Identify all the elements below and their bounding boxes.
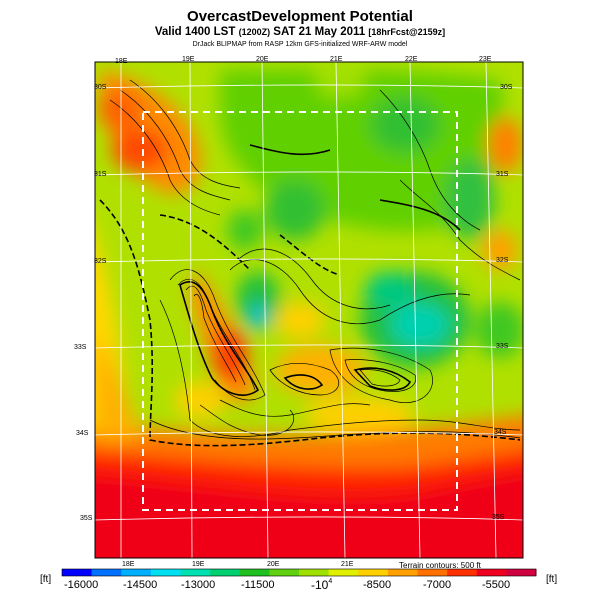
- colorbar-tick-label: -5500: [482, 579, 511, 591]
- map-title: OvercastDevelopment Potential: [187, 8, 413, 25]
- lat-label-left-4: 34S: [76, 430, 89, 437]
- model-credit: DrJack BLIPMAP from RASP 12km GFS-initia…: [192, 41, 408, 48]
- valid-time-subtitle: Valid 1400 LST (1200Z) SAT 21 May 2011 […: [0, 26, 600, 38]
- forecast-date: SAT 21 May 2011: [273, 26, 366, 38]
- lon-label-top-3: 21E: [330, 56, 343, 63]
- lat-lon-grid: [95, 62, 523, 558]
- terrain-contours: [109, 79, 521, 440]
- colorbar-segment: [476, 569, 507, 576]
- valid-time: Valid 1400 LST: [154, 26, 236, 38]
- colorbar-middle-base: -10: [311, 578, 329, 592]
- lat-label-right-5: 35S: [492, 514, 505, 521]
- lon-label-bottom-3: 21E: [341, 561, 354, 568]
- colorbar-segment: [387, 569, 419, 576]
- colorbar-frame: [61, 568, 537, 577]
- colorbar-segment: [328, 569, 359, 576]
- colorbar-middle-exp: 4: [328, 578, 333, 585]
- lat-label-right-3: 33S: [496, 343, 509, 350]
- colorbar-segment: [506, 569, 537, 576]
- terrain-contour-note: Terrain contours: 500 ft: [399, 561, 481, 570]
- colorbar-unit-left: [ft]: [40, 574, 52, 585]
- colorbar-segment: [180, 569, 211, 576]
- colorbar-segment: [150, 569, 182, 576]
- colorbar-tick-label-middle: -104: [311, 578, 332, 592]
- lat-label-right-0: 30S: [500, 84, 513, 91]
- lat-label-left-3: 33S: [74, 344, 87, 351]
- colorbar-tick-label: -8500: [363, 579, 392, 591]
- colorbar-segment: [121, 569, 152, 576]
- colorbar-tick-label: -16000: [64, 579, 99, 591]
- lon-label-top-1: 19E: [182, 56, 195, 63]
- colorbar-segment: [447, 569, 478, 576]
- colorbar-tick-label: -7000: [423, 579, 452, 591]
- lat-label-left-2: 32S: [94, 258, 107, 265]
- colorbar-segment: [210, 569, 241, 576]
- lat-label-right-1: 31S: [496, 171, 509, 178]
- colorbar-segment: [62, 569, 93, 576]
- lon-label-top-5: 23E: [479, 56, 492, 63]
- lon-label-bottom-1: 19E: [192, 561, 205, 568]
- forecast-run: [18hrFcst@2159z]: [368, 27, 446, 37]
- colorbar-segment: [358, 569, 389, 576]
- lon-label-bottom-0: 18E: [122, 561, 135, 568]
- colorbar: [62, 569, 537, 576]
- lon-label-top-2: 20E: [256, 56, 269, 63]
- colorbar-segment: [91, 569, 122, 576]
- map-frame: [94, 61, 524, 559]
- colorbar-unit-right: [ft]: [546, 574, 558, 585]
- colorbar-tick-label: -11500: [241, 579, 275, 591]
- colorbar-segment: [239, 569, 270, 576]
- lat-label-right-2: 32S: [496, 257, 509, 264]
- lon-label-bottom-2: 20E: [267, 561, 280, 568]
- inner-domain-box: [142, 111, 458, 511]
- colorbar-tick-label: -13000: [181, 579, 216, 591]
- utc-time: (1200Z): [238, 27, 271, 37]
- colorbar-segment: [299, 569, 330, 576]
- lat-label-right-4: 34S: [494, 429, 507, 436]
- colorbar-segment: [269, 569, 300, 576]
- lat-label-left-5: 35S: [80, 515, 93, 522]
- lat-label-left-1: 31S: [94, 171, 107, 178]
- terrain-contours-bold: [179, 144, 461, 396]
- colorbar-tick-label: -14500: [123, 579, 158, 591]
- colorbar-segment: [417, 569, 448, 576]
- lat-label-left-0: 30S: [94, 84, 107, 91]
- lon-label-top-4: 22E: [405, 56, 418, 63]
- lon-label-top-0: 18E: [115, 58, 128, 65]
